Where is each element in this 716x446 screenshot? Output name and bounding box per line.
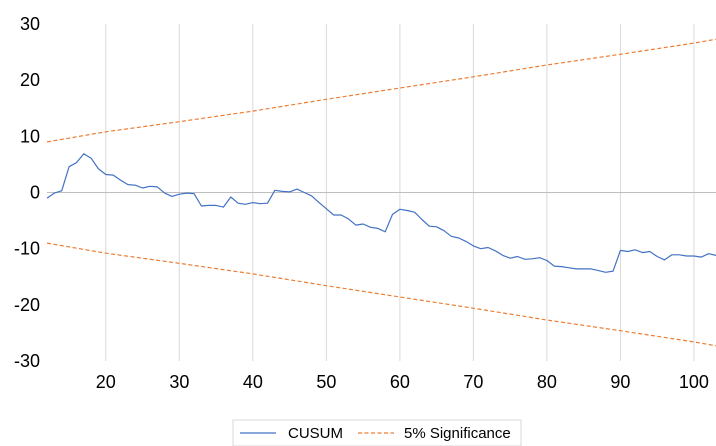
legend-box [232,419,522,446]
series-line-upper-significance [46,38,716,143]
x-tick-label: 20 [96,372,116,392]
x-tick-label: 80 [537,372,557,392]
x-tick-label: 30 [169,372,189,392]
y-tick-label: 0 [30,183,40,203]
legend: CUSUM 5% Significance [232,419,522,446]
series-lines [46,38,716,347]
y-tick-label: 10 [20,126,40,146]
x-tick-label: 50 [316,372,336,392]
y-tick-label: -30 [14,351,40,371]
y-tick-label: -20 [14,295,40,315]
x-tick-label: 70 [463,372,483,392]
y-tick-label: -10 [14,239,40,259]
y-tick-label: 20 [20,70,40,90]
x-axis-tick-labels: 20 30 40 50 60 70 80 90 100 [96,372,709,392]
series-line-lower-significance [46,242,716,347]
series-line-cusum [46,153,716,273]
y-axis-tick-labels: -30 -20 -10 0 10 20 30 [14,14,40,371]
x-tick-label: 100 [679,372,709,392]
legend-label-cusum: CUSUM [288,425,343,442]
legend-label-significance: 5% Significance [404,425,511,442]
x-tick-label: 40 [243,372,263,392]
x-tick-label: 90 [610,372,630,392]
x-tick-label: 60 [390,372,410,392]
y-tick-label: 30 [20,14,40,34]
